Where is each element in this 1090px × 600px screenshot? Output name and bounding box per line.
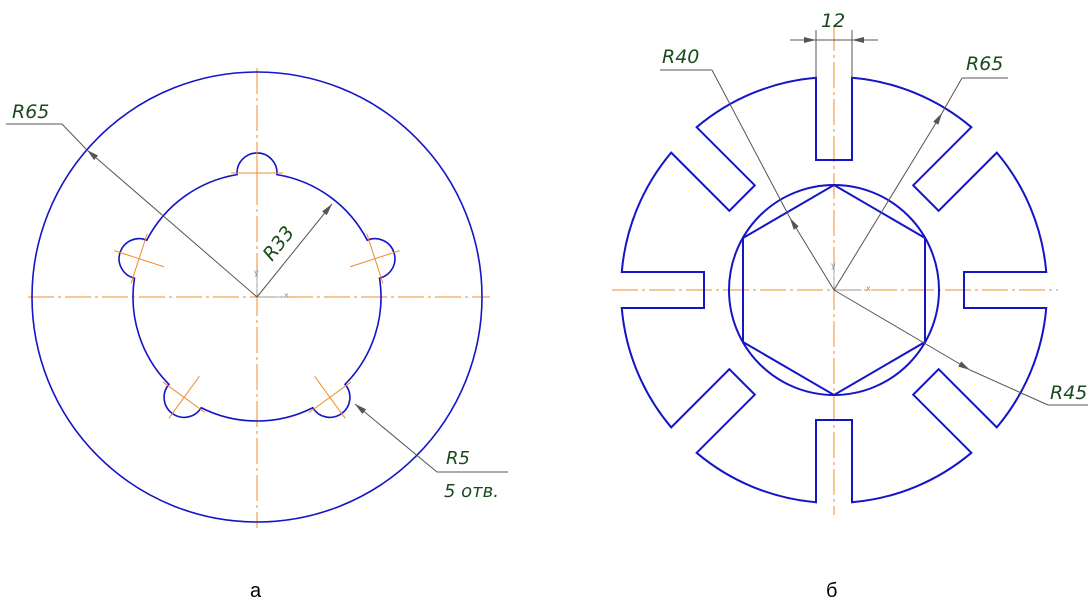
figure-b-r65-dimension [833, 77, 1008, 291]
figure-a-hole-count-label: 5 отв. [444, 481, 499, 502]
figure-b-axis-x-label: x [866, 284, 871, 293]
figure-a-r33-label: R33 [259, 222, 299, 265]
figure-a-r33-dimension-line [256, 203, 333, 298]
hole-center-mark [130, 233, 148, 284]
hole-center-mark [162, 381, 206, 414]
figure-b-hexagon [742, 183, 926, 397]
figure-b-slot-width-label: 12 [821, 10, 845, 32]
figure-a-caption: а [250, 580, 262, 600]
figure-b-slot-width-dimension [790, 30, 878, 78]
hole-center-mark [366, 233, 384, 284]
figure-a-r65-dimension [6, 123, 258, 298]
figure-b-r40-dimension [660, 69, 835, 291]
hole-center-mark [308, 381, 352, 414]
figure-a-inner-contour [118, 152, 396, 422]
figure-b-r65-label: R65 [966, 53, 1003, 75]
figure-b-r40-label: R40 [662, 46, 699, 68]
figure-a-axis-x-label: x [284, 291, 289, 300]
figure-a-outer-circle [31, 71, 483, 523]
figure-a-coordinate-marker [256, 268, 285, 298]
figure-a-hole-center-marks [114, 147, 400, 419]
figure-b-axis-y-label: y [831, 261, 836, 270]
figure-b-slotted-outer-contour [620, 76, 1048, 504]
figure-b-caption: б [826, 580, 837, 600]
figure-a: y x R65 R33 R5 5 отв. а [6, 68, 508, 600]
figure-b-r45-dimension [833, 289, 1088, 406]
figure-b-r45-label: R45 [1050, 382, 1087, 404]
figure-b-coordinate-marker [833, 262, 862, 291]
figure-b: y x 12 R40 R65 R45 [612, 10, 1088, 600]
figure-a-r65-label: R65 [12, 101, 49, 123]
figure-a-r5-label: R5 [446, 448, 470, 469]
figure-a-axis-y-label: y [254, 268, 259, 277]
figure-a-r5-dimension [354, 403, 508, 473]
